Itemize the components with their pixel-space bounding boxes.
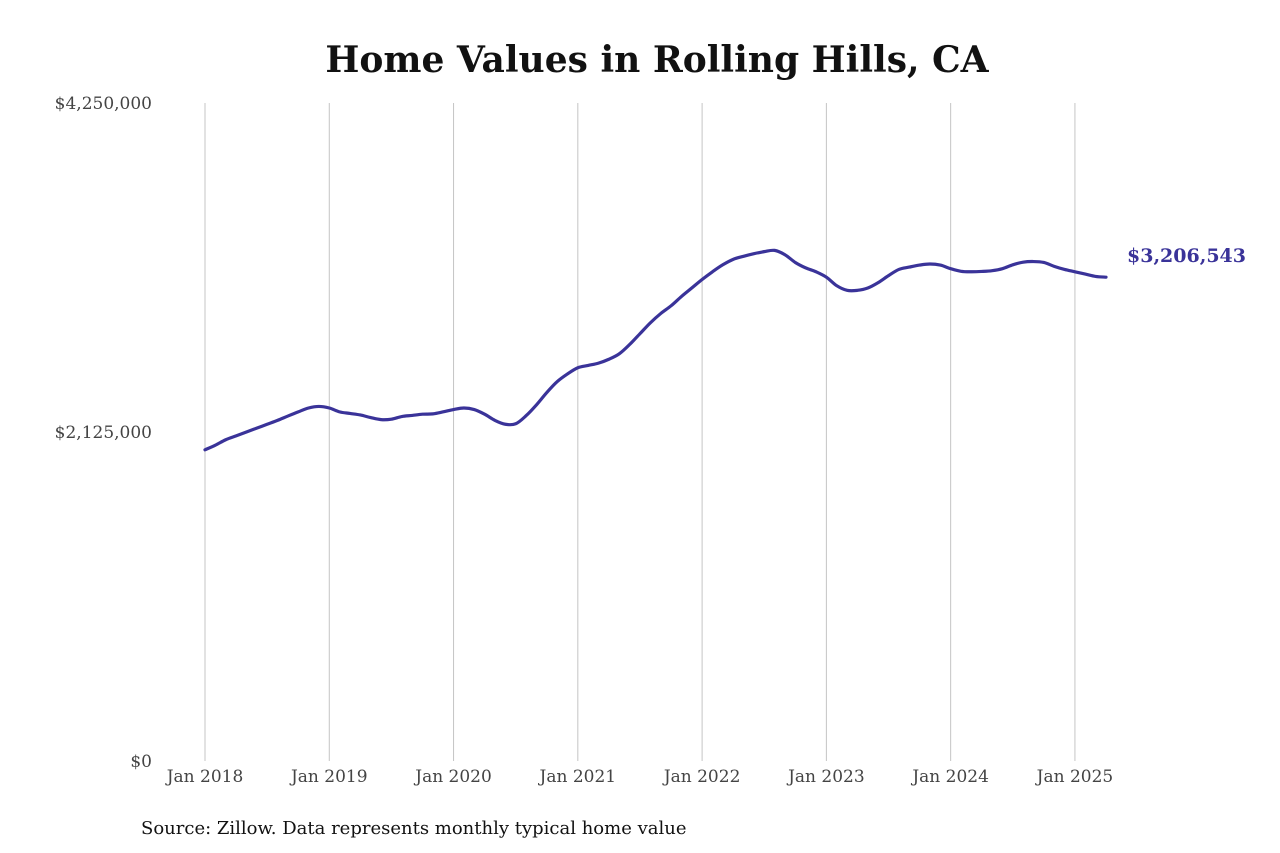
y-tick-label: $0 [130, 752, 152, 772]
x-tick-label: Jan 2022 [662, 767, 741, 787]
y-tick-label: $2,125,000 [55, 423, 152, 443]
x-axis-ticks: Jan 2018 Jan 2019 Jan 2020 Jan 2021 Jan 2022… [165, 767, 1114, 787]
source-note: Source: Zillow. Data represents monthly … [141, 818, 687, 839]
y-axis-ticks: $0 $2,125,000 $4,250,000 [55, 94, 152, 772]
x-tick-label: Jan 2019 [289, 767, 368, 787]
end-value-label: $3,206,543 [1127, 245, 1246, 267]
series-line [203, 248, 1108, 452]
chart-title: Home Values in Rolling Hills, CA [325, 39, 989, 81]
x-tick-label: Jan 2021 [538, 767, 617, 787]
x-tick-label: Jan 2025 [1035, 767, 1114, 787]
y-tick-label: $4,250,000 [55, 94, 152, 114]
gridlines [204, 103, 1076, 761]
x-tick-label: Jan 2023 [786, 767, 865, 787]
series-group [203, 248, 1108, 452]
x-tick-label: Jan 2018 [165, 767, 244, 787]
x-tick-label: Jan 2020 [413, 767, 492, 787]
x-tick-label: Jan 2024 [910, 767, 989, 787]
